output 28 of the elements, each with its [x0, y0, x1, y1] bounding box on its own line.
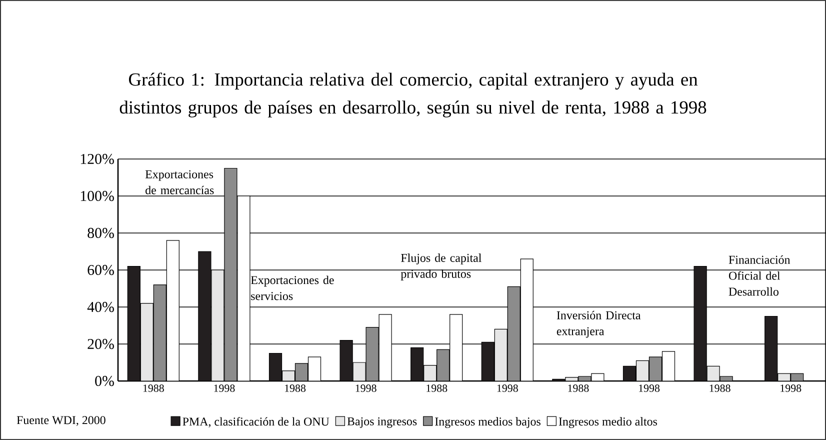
legend-label: Ingresos medios bajos [435, 417, 540, 428]
x-tick-label: 1988 [285, 384, 306, 392]
x-tick-label: 1998 [497, 384, 518, 392]
y-tick-label: 40% [87, 302, 114, 312]
x-tick-label: 1988 [143, 384, 164, 392]
y-tick-label: 80% [88, 228, 114, 238]
y-tick-label: 120% [80, 154, 114, 164]
annotation: Inversión Directa extranjera [556, 310, 641, 338]
chart-title: Gráfico 1: Importancia relativa del comercio, capital extranjero y ayuda en distintos grupos de países en desarrollo, según su nivel de renta, 1988 a 1998 [120, 72, 706, 118]
y-tick-label: 20% [88, 338, 114, 350]
y-tick-label: 60% [88, 264, 114, 276]
y-tick-label: 0% [95, 376, 114, 386]
x-tick-label: 1998 [356, 384, 376, 392]
x-tick-label: 1998 [780, 384, 802, 392]
x-tick-label: 1988 [710, 384, 730, 392]
legend-label: Ingresos medio altos [558, 417, 658, 428]
y-tick-label: 100% [80, 190, 114, 202]
x-tick-label: 1998 [639, 384, 660, 392]
x-tick-label: 1988 [426, 384, 448, 392]
x-tick-label: 1998 [214, 384, 235, 392]
annotation: Flujos de capital privado brutos [400, 254, 482, 280]
source-note: Fuente WDI, 2000 [16, 416, 106, 426]
annotation: Exportaciones de servicios [250, 276, 334, 300]
legend-label: Bajos ingresos [347, 417, 417, 428]
x-tick-label: 1988 [568, 384, 589, 392]
legend-label: PMA, clasificación de la ONU [182, 417, 330, 428]
annotation: Financiación Oficial del Desarrollo [728, 255, 790, 296]
annotation: Exportaciones de mercancías [145, 170, 214, 194]
